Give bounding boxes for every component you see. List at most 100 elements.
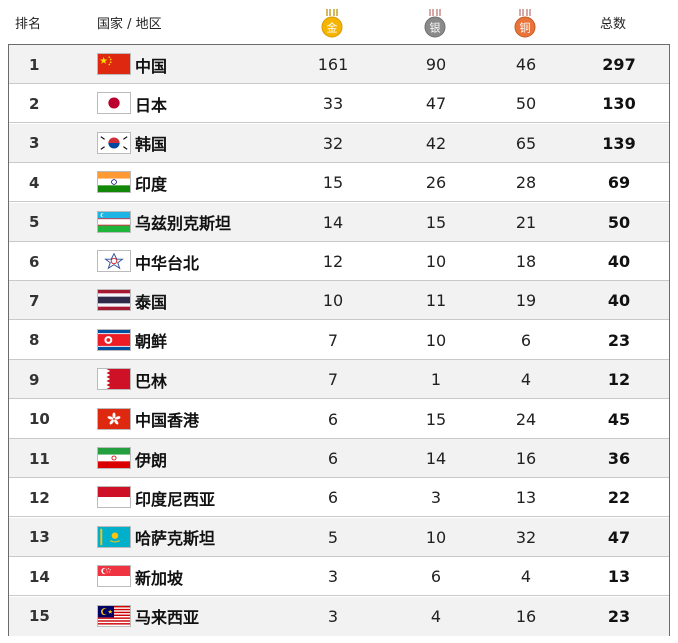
silver-count: 1 (430, 370, 442, 390)
table-row: 14 新加坡 3 6 4 13 (9, 557, 669, 597)
table-row: 12 印度尼西亚 6 3 13 22 (9, 478, 669, 518)
gold-count: 6 (327, 409, 339, 429)
silver-count: 3 (430, 488, 442, 508)
total-count: 36 (607, 449, 631, 468)
table-row: 15 马来西亚 3 4 16 23 (9, 596, 669, 636)
korea-flag-icon (97, 131, 131, 154)
rank-cell: 13 (29, 528, 50, 547)
north-korea-flag-icon (97, 328, 131, 351)
china-flag-icon (97, 53, 131, 75)
gold-count: 6 (327, 488, 339, 508)
malaysia-flag-icon (97, 604, 131, 627)
total-count: 139 (602, 133, 636, 153)
total-count: 13 (607, 567, 631, 587)
country-name: 巴林 (135, 371, 168, 391)
hong-kong-flag-icon (97, 407, 131, 430)
table-row: 2 日本 33 47 50 130 (9, 84, 669, 124)
country-header: 国家 / 地区 (97, 16, 162, 32)
country-name: 泰国 (135, 292, 168, 312)
silver-count: 10 (425, 330, 447, 350)
silver-medal-icon: 银 (424, 9, 446, 38)
kazakhstan-flag-icon (97, 525, 131, 548)
bronze-count: 19 (515, 291, 537, 311)
bronze-count: 32 (515, 527, 537, 547)
bronze-count: 16 (515, 606, 537, 626)
country-name: 马来西亚 (135, 608, 200, 628)
rank-cell: 9 (29, 370, 40, 389)
silver-count: 15 (425, 212, 447, 232)
silver-medal-label: 银 (430, 21, 441, 35)
bronze-count: 46 (515, 55, 537, 74)
gold-count: 3 (327, 606, 339, 626)
rank-cell: 7 (29, 291, 40, 310)
country-name: 中国 (135, 56, 168, 76)
silver-count: 90 (425, 55, 447, 74)
gold-count: 33 (322, 94, 344, 114)
silver-count: 47 (425, 94, 447, 114)
silver-count: 14 (425, 449, 447, 468)
table-header: 排名 国家 / 地区 金 银 铜 总数 (0, 0, 678, 44)
table-row: 4 印度 15 26 28 69 (9, 163, 669, 203)
gold-count: 3 (327, 567, 339, 587)
bahrain-flag-icon (97, 368, 131, 391)
total-count: 40 (607, 291, 631, 311)
bronze-count: 4 (520, 567, 532, 587)
rank-cell: 1 (29, 55, 40, 74)
country-name: 朝鲜 (135, 332, 168, 352)
bronze-count: 4 (520, 370, 532, 390)
rank-cell: 3 (29, 134, 40, 153)
bronze-count: 65 (515, 133, 537, 153)
silver-count: 11 (425, 291, 447, 311)
chinese-taipei-flag-icon (97, 250, 131, 272)
bronze-count: 24 (515, 409, 537, 429)
total-count: 47 (607, 527, 631, 547)
silver-count: 26 (425, 173, 447, 193)
total-count: 130 (602, 94, 636, 114)
table-row: 3 韩国 32 42 65 139 (9, 123, 669, 163)
country-name: 日本 (135, 95, 168, 115)
thailand-flag-icon (97, 289, 131, 312)
bronze-medal-icon: 铜 (514, 9, 536, 38)
rank-cell: 10 (29, 410, 50, 429)
country-name: 新加坡 (135, 568, 184, 588)
table-row: 11 伊朗 6 14 16 36 (9, 439, 669, 478)
gold-count: 15 (322, 173, 344, 193)
country-name: 中华台北 (135, 253, 200, 273)
rank-cell: 8 (29, 331, 40, 350)
silver-count: 10 (425, 527, 447, 547)
rank-cell: 12 (29, 488, 50, 507)
country-name: 印度尼西亚 (135, 489, 216, 509)
table-row: 1 中国 161 90 46 297 (9, 45, 669, 84)
silver-count: 4 (430, 606, 442, 626)
country-name: 哈萨克斯坦 (135, 529, 216, 549)
bronze-count: 16 (515, 449, 537, 468)
gold-count: 10 (322, 291, 344, 311)
medal-table: 1 中国 161 90 46 297 2 日本 33 47 50 130 (8, 44, 670, 636)
gold-medal-icon: 金 (321, 9, 343, 38)
bronze-count: 13 (515, 488, 537, 508)
bronze-count: 21 (515, 212, 537, 232)
silver-count: 10 (425, 252, 447, 271)
total-count: 45 (607, 409, 631, 429)
table-row: 6 中华台北 12 10 18 40 (9, 242, 669, 281)
rank-cell: 4 (29, 173, 40, 192)
table-row: 9 巴林 7 1 4 12 (9, 360, 669, 400)
country-name: 印度 (135, 174, 168, 194)
rank-cell: 15 (29, 607, 50, 626)
country-name: 韩国 (135, 135, 168, 155)
silver-count: 42 (425, 133, 447, 153)
india-flag-icon (97, 171, 131, 194)
gold-count: 32 (322, 133, 344, 153)
bronze-count: 6 (520, 330, 532, 350)
total-count: 50 (607, 212, 631, 232)
gold-medal-label: 金 (327, 21, 338, 35)
bronze-medal-label: 铜 (520, 21, 531, 35)
gold-count: 14 (322, 212, 344, 232)
total-count: 40 (607, 252, 631, 271)
table-row: 13 哈萨克斯坦 5 10 32 47 (9, 517, 669, 557)
uzbekistan-flag-icon (97, 210, 131, 233)
total-count: 23 (607, 606, 631, 626)
rank-header: 排名 (15, 16, 42, 32)
indonesia-flag-icon (97, 486, 131, 509)
bronze-count: 50 (515, 94, 537, 114)
